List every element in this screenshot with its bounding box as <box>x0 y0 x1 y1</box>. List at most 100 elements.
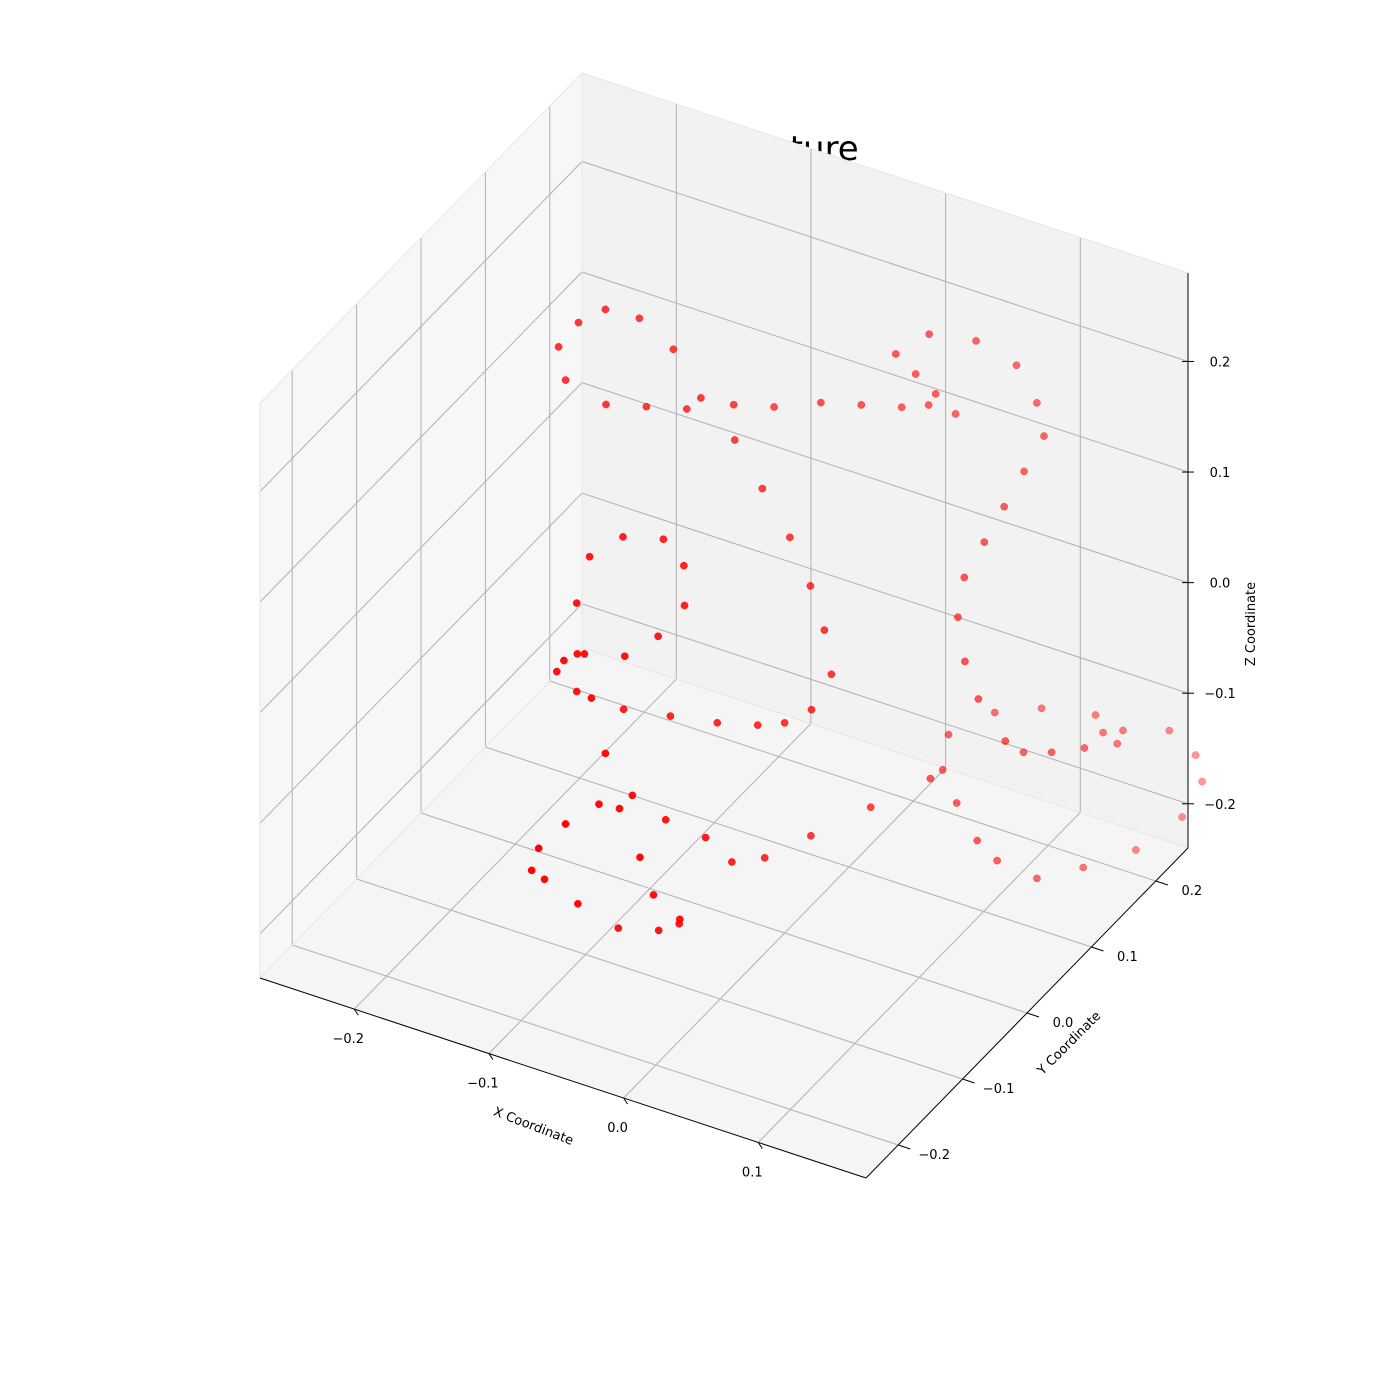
data-point <box>527 866 536 875</box>
data-point <box>561 376 570 384</box>
data-point <box>758 484 767 493</box>
data-point <box>654 926 663 935</box>
data-point <box>770 403 778 411</box>
data-point <box>960 573 969 582</box>
data-point <box>990 708 999 717</box>
data-point <box>560 656 568 665</box>
data-point <box>1040 432 1048 440</box>
y-tick-mark <box>1091 946 1104 952</box>
y-tick-label: 0.0 <box>1053 1016 1074 1031</box>
data-point <box>1080 744 1089 752</box>
data-point <box>675 915 684 924</box>
data-point <box>595 800 603 809</box>
data-point <box>620 652 629 661</box>
data-point <box>619 533 627 541</box>
x-tick-mark <box>757 1142 763 1149</box>
data-point <box>1165 726 1174 735</box>
data-point <box>931 390 940 398</box>
data-point <box>974 695 983 703</box>
axis-ticks: −0.2 −0.1 0.0 0.1 −0.2 −0.1 0.0 0.1 0.2 −0.2 −0.1 0… <box>332 355 1235 1180</box>
data-point <box>1037 704 1046 713</box>
x-tick-label: −0.2 <box>332 1032 364 1047</box>
data-point <box>951 410 960 418</box>
data-point <box>701 833 710 842</box>
data-point <box>817 398 825 407</box>
data-point <box>561 820 570 828</box>
data-point <box>619 705 628 714</box>
data-point <box>1113 739 1122 748</box>
y-tick-mark <box>1155 880 1168 886</box>
data-point <box>1012 361 1021 370</box>
data-point <box>891 350 900 358</box>
data-point <box>897 403 906 412</box>
data-point <box>534 844 543 853</box>
pane-edge <box>259 647 1189 979</box>
y-tick-mark <box>962 1078 975 1084</box>
data-point <box>587 694 596 702</box>
data-point <box>669 345 678 354</box>
axes-panes <box>260 73 1188 1178</box>
data-point <box>635 314 644 323</box>
data-point <box>1033 399 1041 407</box>
data-point <box>554 343 563 351</box>
y-tick-label: 0.2 <box>1181 884 1202 899</box>
data-point <box>574 318 583 327</box>
data-point <box>866 803 875 812</box>
data-point <box>786 533 794 542</box>
data-point <box>973 836 982 845</box>
data-point <box>807 831 815 840</box>
data-point <box>615 804 624 813</box>
data-point <box>926 774 935 783</box>
z-axis-label: Z Coordinate <box>1244 582 1259 666</box>
data-point <box>857 401 866 409</box>
data-point <box>697 394 705 402</box>
data-point <box>682 405 691 413</box>
data-point <box>1119 726 1127 735</box>
x-tick-label: −0.1 <box>467 1077 499 1092</box>
data-point <box>628 791 637 800</box>
data-point <box>1132 846 1140 854</box>
x-tick-mark <box>353 1008 359 1016</box>
data-point <box>780 719 789 727</box>
data-point <box>911 370 920 378</box>
x-axis-line <box>259 977 867 1179</box>
z-tick-label: 0.1 <box>1210 466 1231 481</box>
data-point <box>636 853 644 862</box>
data-point <box>753 721 762 729</box>
data-point <box>602 400 610 409</box>
data-point <box>760 853 769 862</box>
data-points <box>527 305 1206 935</box>
x-tick-label: 0.1 <box>742 1165 763 1180</box>
data-point <box>661 815 670 824</box>
z-tick-label: −0.1 <box>1204 687 1236 702</box>
data-point <box>924 401 933 409</box>
y-tick-label: −0.2 <box>918 1148 950 1163</box>
data-point <box>1019 748 1028 757</box>
data-point <box>827 670 836 679</box>
data-point <box>1178 813 1186 821</box>
data-point <box>574 899 582 908</box>
data-point <box>552 667 561 676</box>
y-tick-label: 0.1 <box>1117 950 1138 965</box>
data-point <box>580 650 589 658</box>
data-point <box>585 552 594 561</box>
data-point <box>820 626 829 634</box>
data-point <box>1033 874 1041 883</box>
data-point <box>654 632 662 641</box>
data-point <box>952 799 961 807</box>
data-point <box>944 730 953 739</box>
data-point <box>1198 777 1206 786</box>
data-point <box>730 436 739 444</box>
y-tick-mark <box>898 1144 911 1150</box>
x-tick-mark <box>488 1053 494 1060</box>
data-point <box>961 657 969 666</box>
data-point <box>806 582 815 590</box>
data-point <box>1191 751 1200 759</box>
x-tick-label: 0.0 <box>607 1121 628 1136</box>
data-point <box>649 891 658 899</box>
data-point <box>659 535 668 544</box>
data-point <box>680 561 688 570</box>
x-axis-label: X Coordinate <box>491 1105 575 1149</box>
z-tick-label: 0.2 <box>1210 355 1231 370</box>
data-point <box>972 337 980 345</box>
